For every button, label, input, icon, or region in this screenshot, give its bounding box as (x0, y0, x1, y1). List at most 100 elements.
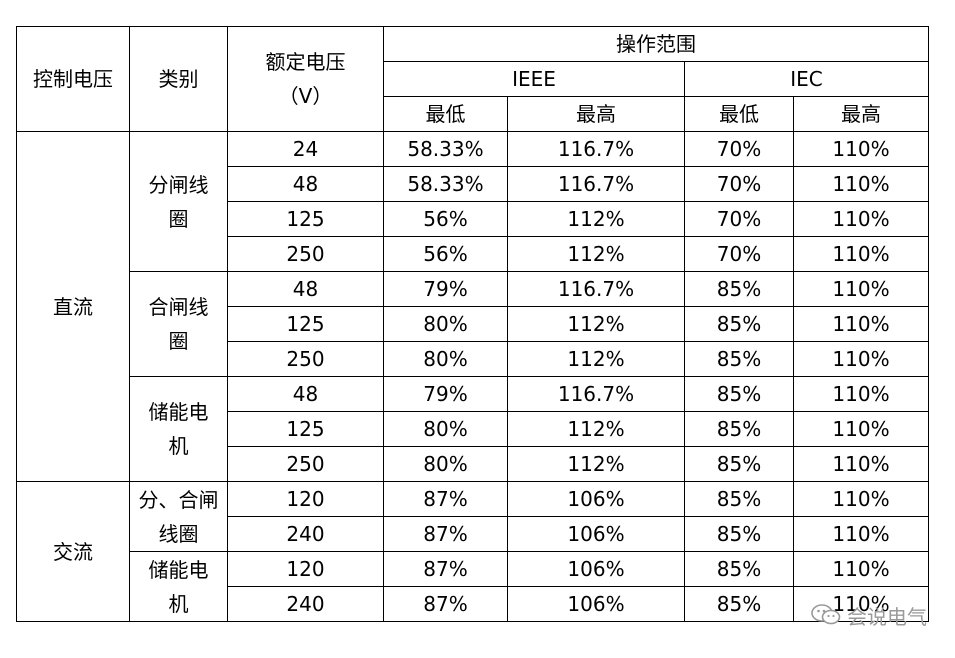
iec-min-cell: 85% (684, 376, 794, 412)
table-row: 125 80% 112% 85% 110% (17, 306, 929, 342)
ieee-max-cell: 106% (507, 551, 685, 587)
ieee-max-cell: 112% (507, 201, 685, 237)
table-row: 250 56% 112% 70% 110% (17, 236, 929, 272)
category-motor: 储能电机 (129, 376, 228, 482)
header-iec: IEC (684, 61, 929, 97)
table-row: 250 80% 112% 85% 110% (17, 341, 929, 377)
rated-voltage-cell: 125 (227, 411, 384, 447)
category-trip-coil: 分闸线圈 (129, 131, 228, 272)
iec-max-cell: 110% (793, 201, 929, 237)
ieee-max-cell: 116.7% (507, 131, 685, 167)
header-category: 类别 (129, 26, 228, 132)
iec-min-cell: 70% (684, 236, 794, 272)
ieee-min-cell: 80% (383, 341, 508, 377)
ieee-max-cell: 112% (507, 446, 685, 482)
ieee-max-cell: 112% (507, 306, 685, 342)
operating-range-table: 控制电压 类别 额定电压（V） 操作范围 IEEE IEC 最低 最高 最低 最… (16, 26, 929, 622)
ieee-min-cell: 79% (383, 271, 508, 307)
table-row: 250 80% 112% 85% 110% (17, 446, 929, 482)
ieee-max-cell: 112% (507, 411, 685, 447)
ieee-min-cell: 80% (383, 411, 508, 447)
table-row: 直流 分闸线圈 24 58.33% 116.7% 70% 110% (16, 131, 929, 482)
iec-max-cell: 110% (793, 411, 929, 447)
header-ieee-max: 最高 (507, 96, 685, 132)
header-rated-voltage: 额定电压（V） (227, 26, 384, 132)
header-operating-range: 操作范围 (383, 26, 929, 62)
ieee-min-cell: 58.33% (383, 166, 508, 202)
iec-max-cell: 110% (793, 166, 929, 202)
rated-voltage-cell: 240 (227, 516, 384, 552)
ieee-max-cell: 116.7% (507, 271, 685, 307)
iec-max-cell: 110% (793, 341, 929, 377)
wechat-icon (811, 604, 841, 625)
category-trip-close-coil: 分、合闸线圈 (129, 481, 228, 552)
iec-min-cell: 70% (684, 166, 794, 202)
rated-voltage-cell: 48 (227, 271, 384, 307)
iec-max-cell: 110% (793, 271, 929, 307)
iec-max-cell: 110% (793, 376, 929, 412)
table-row: 240 87% 106% 85% 110% (17, 516, 929, 552)
iec-min-cell: 85% (684, 586, 794, 622)
header-ieee: IEEE (383, 61, 685, 97)
iec-min-cell: 85% (684, 446, 794, 482)
watermark: 会说电气 (811, 600, 927, 630)
iec-max-cell: 110% (793, 586, 929, 622)
iec-min-cell: 85% (684, 306, 794, 342)
ieee-min-cell: 87% (383, 586, 508, 622)
iec-min-cell: 70% (684, 201, 794, 237)
ieee-min-cell: 56% (383, 201, 508, 237)
table-row: 240 87% 106% 85% 110% (17, 586, 929, 622)
header-iec-min: 最低 (684, 96, 794, 132)
rated-voltage-cell: 125 (227, 306, 384, 342)
table-row: 储能电机 120 87% 106% 85% 110% (17, 551, 929, 622)
header-iec-max: 最高 (793, 96, 929, 132)
group-dc: 直流 (16, 131, 130, 482)
rated-voltage-cell: 250 (227, 446, 384, 482)
ieee-min-cell: 56% (383, 236, 508, 272)
ieee-max-cell: 106% (507, 516, 685, 552)
iec-min-cell: 85% (684, 551, 794, 587)
iec-max-cell: 110% (793, 516, 929, 552)
rated-voltage-cell: 120 (227, 551, 384, 587)
iec-max-cell: 110% (793, 551, 929, 587)
rated-voltage-cell: 48 (227, 166, 384, 202)
iec-max-cell: 110% (793, 481, 929, 517)
iec-max-cell: 110% (793, 131, 929, 167)
table-row: 交流 分、合闸线圈 120 87% 106% 85% 110% (16, 481, 929, 622)
ieee-min-cell: 87% (383, 551, 508, 587)
ieee-min-cell: 79% (383, 376, 508, 412)
ieee-max-cell: 116.7% (507, 166, 685, 202)
rated-voltage-cell: 240 (227, 586, 384, 622)
header-control-voltage: 控制电压 (16, 26, 130, 132)
ieee-min-cell: 87% (383, 481, 508, 517)
ieee-max-cell: 112% (507, 236, 685, 272)
iec-min-cell: 85% (684, 341, 794, 377)
rated-voltage-cell: 125 (227, 201, 384, 237)
header-ieee-min: 最低 (383, 96, 508, 132)
iec-max-cell: 110% (793, 446, 929, 482)
table-row: 储能电机 48 79% 116.7% 85% 110% (17, 376, 929, 482)
rated-voltage-cell: 250 (227, 341, 384, 377)
iec-min-cell: 85% (684, 516, 794, 552)
ieee-min-cell: 80% (383, 306, 508, 342)
iec-max-cell: 110% (793, 306, 929, 342)
rated-voltage-cell: 250 (227, 236, 384, 272)
table-row: 合闸线圈 48 79% 116.7% 85% 110% (17, 271, 929, 377)
iec-min-cell: 85% (684, 411, 794, 447)
category-close-coil: 合闸线圈 (129, 271, 228, 377)
category-ac-motor: 储能电机 (129, 551, 228, 622)
group-ac: 交流 (16, 481, 130, 622)
ieee-max-cell: 112% (507, 341, 685, 377)
rated-voltage-cell: 24 (227, 131, 384, 167)
iec-max-cell: 110% (793, 236, 929, 272)
ieee-min-cell: 58.33% (383, 131, 508, 167)
ieee-max-cell: 116.7% (507, 376, 685, 412)
iec-min-cell: 70% (684, 131, 794, 167)
ieee-min-cell: 87% (383, 516, 508, 552)
ieee-min-cell: 80% (383, 446, 508, 482)
rated-voltage-cell: 48 (227, 376, 384, 412)
watermark-text: 会说电气 (847, 604, 927, 629)
rated-voltage-cell: 120 (227, 481, 384, 517)
iec-min-cell: 85% (684, 481, 794, 517)
ieee-max-cell: 106% (507, 586, 685, 622)
